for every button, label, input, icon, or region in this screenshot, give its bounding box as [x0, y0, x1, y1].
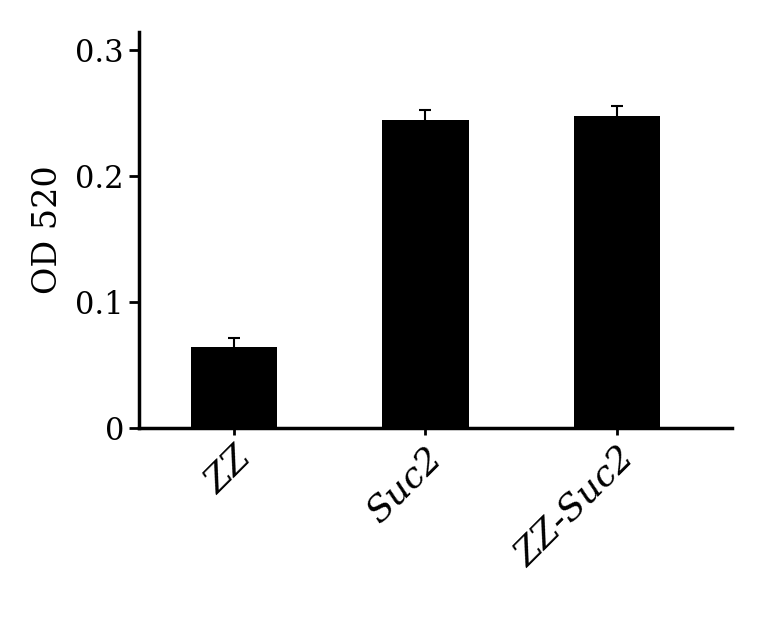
Bar — [383, 120, 468, 428]
Bar — [574, 116, 660, 428]
Bar — [191, 346, 277, 428]
Y-axis label: OD 520: OD 520 — [32, 166, 64, 294]
